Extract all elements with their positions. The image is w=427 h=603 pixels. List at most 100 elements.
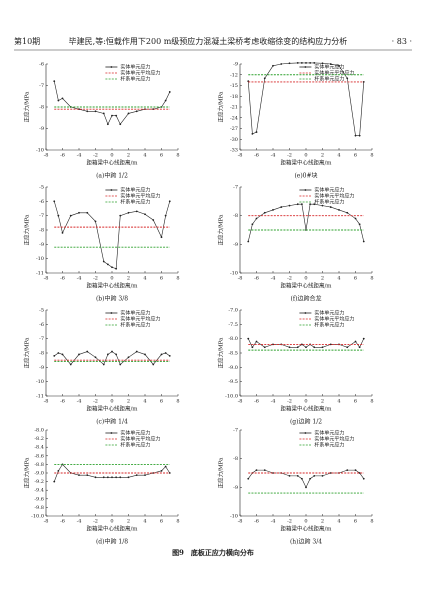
x-tick-label: 2 bbox=[127, 399, 130, 405]
data-point bbox=[102, 112, 105, 115]
x-axis-label: 距箱梁中心线距离/m bbox=[86, 159, 138, 167]
legend-marker bbox=[110, 312, 113, 314]
data-point bbox=[255, 340, 258, 343]
x-tick-label: 4 bbox=[337, 519, 340, 525]
y-tick-label: -10.0 bbox=[225, 394, 238, 400]
x-tick-label: 4 bbox=[337, 399, 340, 405]
y-axis-label: 正应力/MPa bbox=[217, 337, 225, 368]
y-tick-label: -7.5 bbox=[228, 322, 238, 328]
data-point bbox=[94, 220, 97, 223]
y-tick-label: -8 bbox=[233, 213, 238, 219]
data-point bbox=[346, 469, 349, 472]
data-point bbox=[346, 77, 349, 80]
data-point bbox=[329, 472, 332, 474]
data-point bbox=[111, 114, 113, 117]
data-point bbox=[102, 363, 105, 366]
y-axis-label: 正应力/MPa bbox=[217, 457, 225, 488]
x-tick-label: 2 bbox=[321, 399, 324, 405]
data-point bbox=[135, 350, 138, 353]
x-tick-label: -6 bbox=[60, 153, 65, 159]
data-point bbox=[94, 476, 97, 479]
data-point bbox=[296, 62, 299, 64]
y-tick-label: -9.6 bbox=[34, 496, 44, 502]
data-point bbox=[135, 474, 138, 477]
data-point bbox=[313, 203, 316, 206]
data-point bbox=[86, 350, 89, 353]
data-point bbox=[321, 62, 324, 65]
x-tick-label: 2 bbox=[321, 519, 324, 525]
x-tick-label: 0 bbox=[304, 519, 307, 525]
data-point bbox=[53, 80, 56, 83]
data-point bbox=[321, 204, 324, 207]
data-point bbox=[94, 356, 97, 359]
legend-label: 杆系单元应力 bbox=[314, 199, 344, 206]
x-tick-label: 8 bbox=[176, 399, 179, 405]
y-tick-label: -9 bbox=[39, 365, 44, 371]
data-point bbox=[119, 363, 122, 366]
x-tick-label: 0 bbox=[110, 153, 113, 159]
data-point bbox=[362, 240, 365, 243]
y-tick-label: -9 bbox=[233, 62, 238, 68]
y-tick-label: -7 bbox=[233, 428, 238, 434]
data-point bbox=[346, 346, 349, 349]
x-tick-label: -2 bbox=[287, 153, 292, 159]
data-point bbox=[94, 110, 97, 113]
x-tick-label: 6 bbox=[354, 399, 357, 405]
data-point bbox=[300, 203, 303, 206]
y-tick-label: -7 bbox=[39, 213, 44, 219]
legend-label: 实体单元平均应力 bbox=[314, 316, 354, 323]
data-point bbox=[57, 214, 60, 217]
legend-label: 实体单元应力 bbox=[120, 310, 150, 317]
figure-caption: 图9 底板正应力横向分布 bbox=[172, 548, 254, 557]
series-line bbox=[53, 81, 171, 125]
y-tick-label: -8.0 bbox=[34, 428, 44, 434]
y-tick-label: -6 bbox=[39, 199, 44, 205]
data-point bbox=[144, 353, 146, 356]
y-tick-label: -10.0 bbox=[31, 514, 44, 520]
legend-label: 杆系单元应力 bbox=[314, 442, 344, 449]
x-axis-label: 距箱梁中心线距离/m bbox=[280, 405, 332, 413]
x-tick-label: 6 bbox=[354, 153, 357, 159]
data-point bbox=[106, 353, 109, 356]
data-point bbox=[144, 213, 146, 216]
x-tick-label: -8 bbox=[44, 153, 49, 159]
data-point bbox=[296, 474, 299, 477]
issue: 第10期 bbox=[14, 36, 40, 46]
x-tick-label: 6 bbox=[354, 519, 357, 525]
data-point bbox=[152, 219, 155, 221]
x-tick-label: 6 bbox=[160, 153, 163, 159]
y-tick-label: -21 bbox=[230, 105, 238, 111]
data-point bbox=[263, 346, 266, 349]
data-point bbox=[247, 477, 250, 480]
x-tick-label: 2 bbox=[127, 153, 130, 159]
legend-marker bbox=[110, 66, 113, 68]
x-tick-label: 0 bbox=[110, 276, 113, 282]
data-point bbox=[160, 236, 163, 239]
data-point bbox=[280, 63, 283, 65]
y-tick-label: -8 bbox=[39, 351, 44, 357]
legend-marker bbox=[304, 66, 307, 68]
y-tick-label: -18 bbox=[230, 94, 238, 100]
data-point bbox=[53, 354, 56, 357]
x-tick-label: 2 bbox=[321, 276, 324, 282]
data-point bbox=[111, 266, 113, 269]
x-tick-label: 6 bbox=[160, 399, 163, 405]
data-point bbox=[305, 486, 307, 489]
legend-marker bbox=[304, 189, 307, 191]
data-point bbox=[288, 346, 291, 349]
legend-label: 杆系单元应力 bbox=[314, 76, 344, 83]
x-tick-label: -8 bbox=[44, 276, 49, 282]
x-tick-label: 4 bbox=[143, 399, 146, 405]
data-point bbox=[329, 63, 332, 65]
series-line bbox=[54, 351, 170, 365]
data-point bbox=[53, 200, 56, 203]
data-point bbox=[338, 209, 340, 211]
y-tick-label: -8 bbox=[233, 456, 238, 462]
data-point bbox=[247, 240, 250, 243]
legend-label: 实体单元平均应力 bbox=[120, 436, 160, 443]
data-point bbox=[164, 214, 167, 217]
data-point bbox=[309, 477, 312, 480]
subcaption: (e)0#块 bbox=[294, 172, 317, 180]
legend-label: 实体单元应力 bbox=[120, 187, 150, 194]
x-tick-label: 8 bbox=[370, 519, 373, 525]
